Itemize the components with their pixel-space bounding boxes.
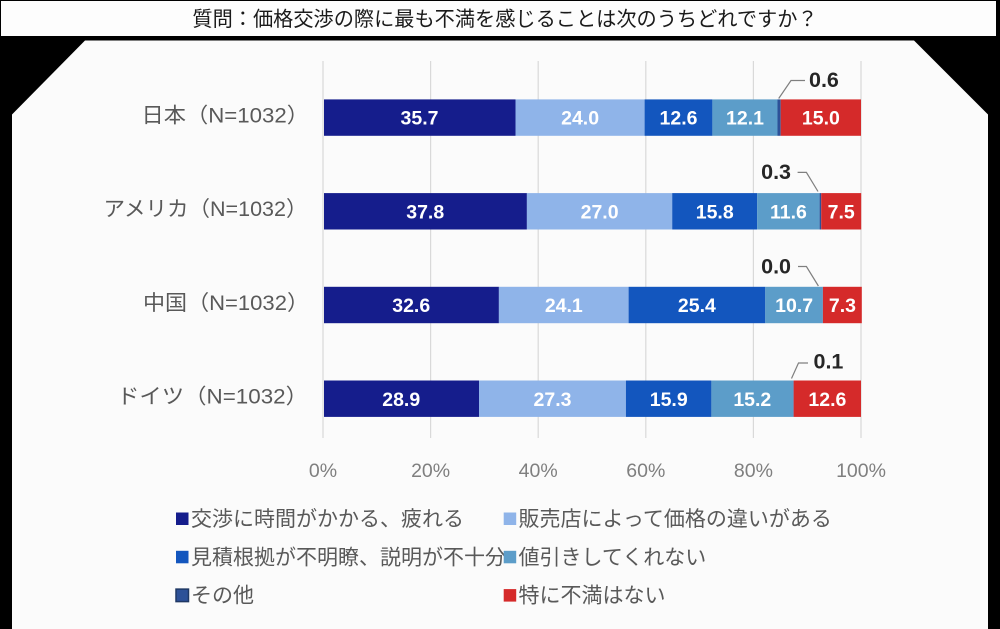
svg-text:35.7: 35.7 xyxy=(401,108,439,130)
svg-text:40%: 40% xyxy=(519,460,558,482)
svg-text:11.6: 11.6 xyxy=(770,201,807,223)
svg-text:15.9: 15.9 xyxy=(650,389,688,411)
svg-text:20%: 20% xyxy=(411,460,450,482)
svg-text:10.7: 10.7 xyxy=(775,295,813,317)
svg-text:60%: 60% xyxy=(626,460,665,482)
svg-text:見積根拠が不明瞭、説明が不十分: 見積根拠が不明瞭、説明が不十分 xyxy=(191,546,506,569)
svg-text:特に不満はない: 特に不満はない xyxy=(519,585,666,608)
svg-text:販売店によって価格の違いがある: 販売店によって価格の違いがある xyxy=(519,508,832,531)
svg-text:その他: その他 xyxy=(191,585,254,608)
svg-text:7.5: 7.5 xyxy=(828,201,855,223)
svg-text:交渉に時間がかかる、疲れる: 交渉に時間がかかる、疲れる xyxy=(191,508,464,531)
svg-text:値引きしてくれない: 値引きしてくれない xyxy=(519,546,707,569)
svg-text:0.6: 0.6 xyxy=(809,68,839,92)
svg-text:15.2: 15.2 xyxy=(733,389,771,411)
svg-text:15.8: 15.8 xyxy=(696,201,734,223)
svg-text:12.6: 12.6 xyxy=(660,108,698,130)
svg-text:0.3: 0.3 xyxy=(761,160,791,184)
svg-text:37.8: 37.8 xyxy=(406,201,444,223)
svg-text:ドイツ（N=1032）: ドイツ（N=1032） xyxy=(117,386,308,409)
svg-text:12.6: 12.6 xyxy=(808,389,846,411)
svg-text:15.0: 15.0 xyxy=(802,108,840,130)
svg-text:中国（N=1032）: 中国（N=1032） xyxy=(143,292,309,315)
svg-text:27.3: 27.3 xyxy=(534,389,572,411)
svg-text:80%: 80% xyxy=(734,460,773,482)
svg-text:32.6: 32.6 xyxy=(392,295,430,317)
svg-text:27.0: 27.0 xyxy=(581,201,619,223)
svg-text:100%: 100% xyxy=(836,460,886,482)
svg-text:日本（N=1032）: 日本（N=1032） xyxy=(142,105,310,128)
svg-text:0.1: 0.1 xyxy=(814,349,844,373)
svg-text:12.1: 12.1 xyxy=(726,108,764,130)
svg-text:アメリカ（N=1032）: アメリカ（N=1032） xyxy=(104,198,308,221)
svg-text:7.3: 7.3 xyxy=(829,295,856,317)
svg-text:0.0: 0.0 xyxy=(761,254,791,278)
svg-text:24.1: 24.1 xyxy=(545,295,583,317)
svg-text:28.9: 28.9 xyxy=(382,389,420,411)
svg-text:0%: 0% xyxy=(309,460,337,482)
svg-text:質問：価格交渉の際に最も不満を感じることは次のうちどれですか: 質問：価格交渉の際に最も不満を感じることは次のうちどれですか？ xyxy=(192,8,817,31)
svg-text:24.0: 24.0 xyxy=(561,108,599,130)
svg-text:25.4: 25.4 xyxy=(678,295,716,317)
